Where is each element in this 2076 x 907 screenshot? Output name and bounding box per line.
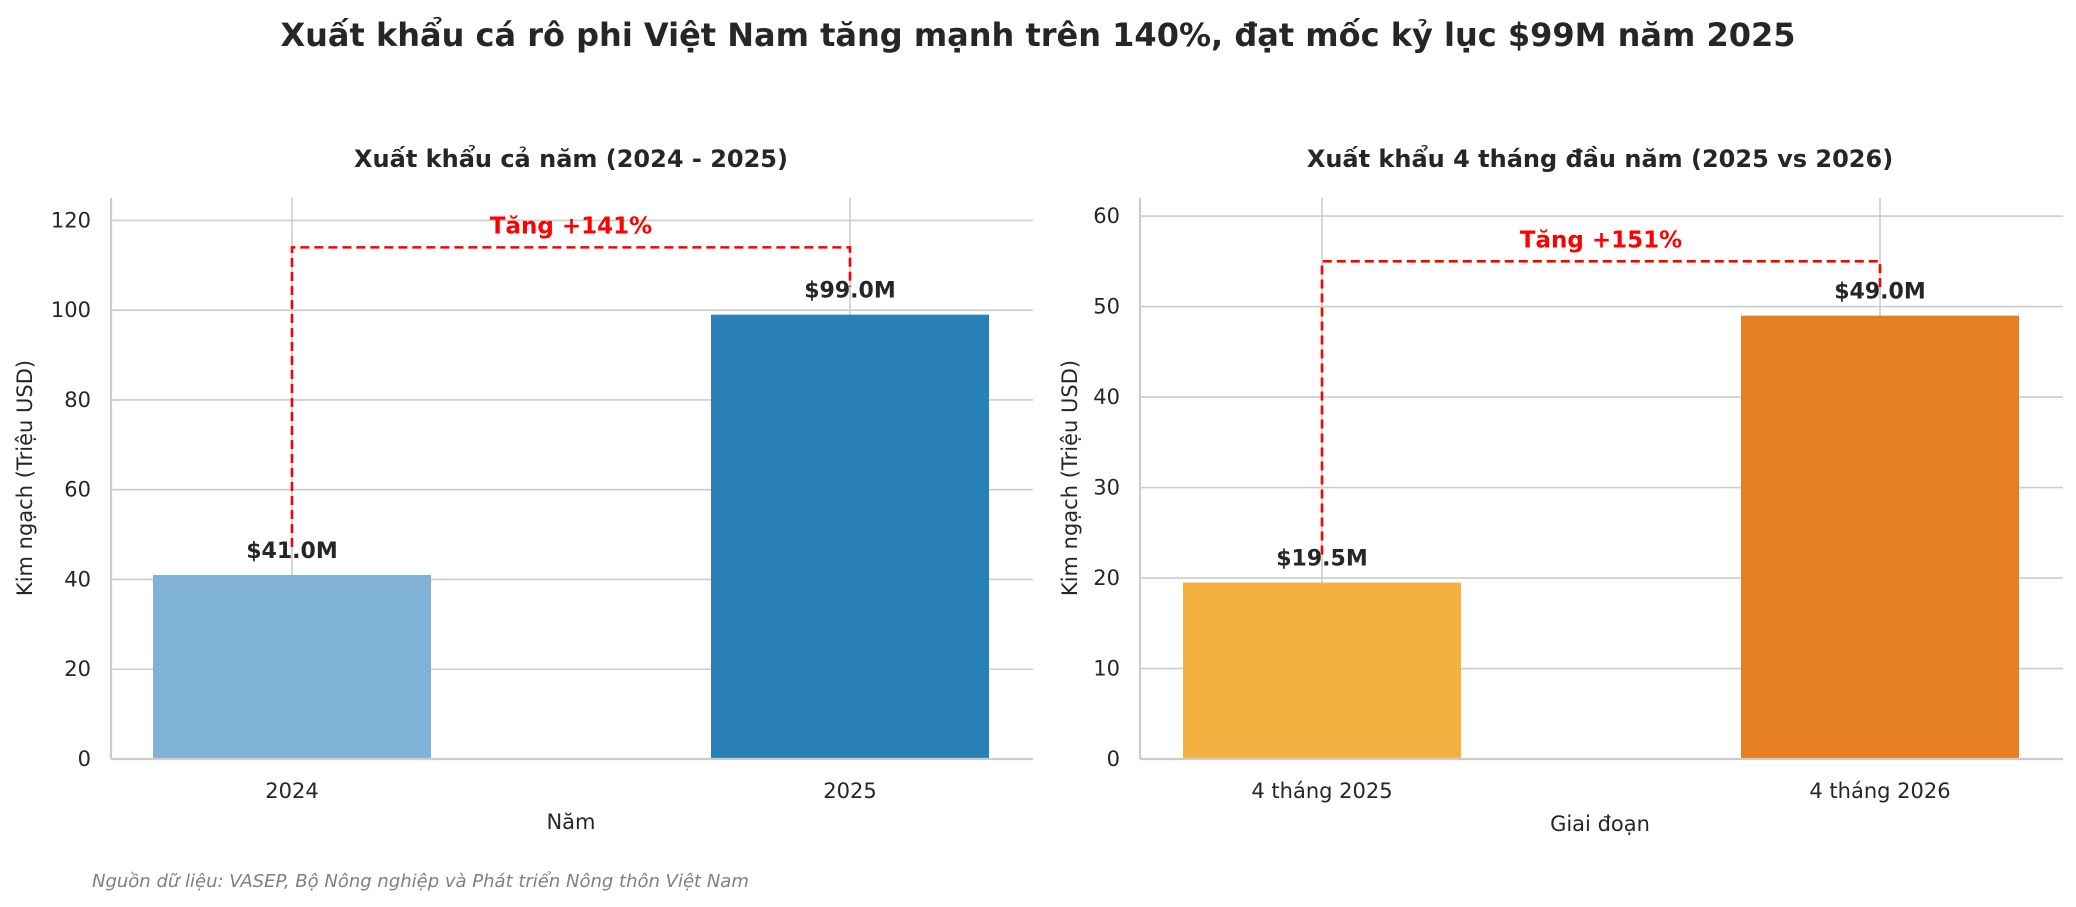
y-tick-label: 50 bbox=[1093, 295, 1120, 319]
y-tick-label: 20 bbox=[1093, 566, 1120, 590]
chart-panel-full-year: 020406080100120$41.0M2024$99.0M2025Tăng … bbox=[13, 143, 1033, 834]
y-tick-label: 120 bbox=[51, 208, 91, 232]
x-tick-label: 2024 bbox=[265, 779, 318, 803]
x-tick-label: 4 tháng 2026 bbox=[1809, 779, 1950, 803]
y-tick-label: 0 bbox=[1107, 747, 1120, 771]
bar bbox=[1741, 315, 2019, 759]
y-tick-label: 30 bbox=[1093, 476, 1120, 500]
y-axis-label: Kim ngạch (Triệu USD) bbox=[13, 360, 37, 596]
bar bbox=[1183, 582, 1461, 759]
bar bbox=[153, 574, 431, 759]
figure-title: Xuất khẩu cá rô phi Việt Nam tăng mạnh t… bbox=[280, 16, 1795, 54]
y-tick-label: 40 bbox=[64, 567, 91, 591]
y-tick-label: 100 bbox=[51, 298, 91, 322]
bar-value-label: $99.0M bbox=[804, 279, 895, 304]
bar bbox=[711, 314, 989, 759]
chart-title: Xuất khẩu 4 tháng đầu năm (2025 vs 2026) bbox=[1307, 143, 1893, 173]
x-tick-label: 4 tháng 2025 bbox=[1251, 779, 1392, 803]
x-axis-label: Giai đoạn bbox=[1550, 812, 1650, 836]
x-axis-label: Năm bbox=[546, 810, 595, 834]
chart-title: Xuất khẩu cả năm (2024 - 2025) bbox=[354, 143, 788, 173]
y-axis-label: Kim ngạch (Triệu USD) bbox=[1058, 360, 1082, 596]
y-tick-label: 20 bbox=[64, 657, 91, 681]
growth-bracket bbox=[290, 246, 852, 547]
y-tick-label: 60 bbox=[1093, 204, 1120, 228]
y-tick-label: 0 bbox=[78, 747, 91, 771]
y-tick-label: 40 bbox=[1093, 385, 1120, 409]
y-tick-label: 80 bbox=[64, 388, 91, 412]
x-tick-label: 2025 bbox=[823, 779, 876, 803]
growth-annotation: Tăng +141% bbox=[490, 213, 652, 239]
y-tick-label: 60 bbox=[64, 478, 91, 502]
growth-annotation: Tăng +151% bbox=[1520, 227, 1682, 253]
y-tick-label: 10 bbox=[1093, 657, 1120, 681]
growth-bracket bbox=[1320, 260, 1882, 555]
source-note: Nguồn dữ liệu: VASEP, Bộ Nông nghiệp và … bbox=[92, 871, 749, 892]
